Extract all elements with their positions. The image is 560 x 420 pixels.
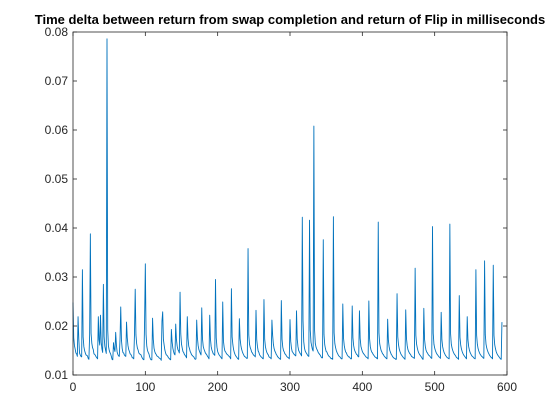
x-tick-label: 500 xyxy=(425,380,445,394)
chart-title: Time delta between return from swap comp… xyxy=(35,12,545,27)
plot-area xyxy=(73,32,507,375)
x-tick-label: 400 xyxy=(352,380,372,394)
x-tick-label: 600 xyxy=(497,380,517,394)
y-tick-label: 0.08 xyxy=(45,25,69,39)
y-tick-label: 0.04 xyxy=(45,221,69,235)
y-tick-label: 0.07 xyxy=(45,74,69,88)
axes: 0 100 200 300 400 500 600 0.01 0.02 0.03 0.04 0.05 0… xyxy=(45,25,518,394)
y-tick-label: 0.03 xyxy=(45,270,69,284)
y-tick-label: 0.05 xyxy=(45,172,69,186)
x-tick-label: 100 xyxy=(135,380,155,394)
series-group xyxy=(72,38,503,361)
x-tick-label: 0 xyxy=(70,380,77,394)
y-tick-label: 0.02 xyxy=(45,319,69,333)
x-tick-label: 200 xyxy=(208,380,228,394)
series-line-1 xyxy=(72,38,503,361)
x-tick-label: 300 xyxy=(280,380,300,394)
y-tick-label: 0.01 xyxy=(45,368,69,382)
y-tick-label: 0.06 xyxy=(45,123,69,137)
